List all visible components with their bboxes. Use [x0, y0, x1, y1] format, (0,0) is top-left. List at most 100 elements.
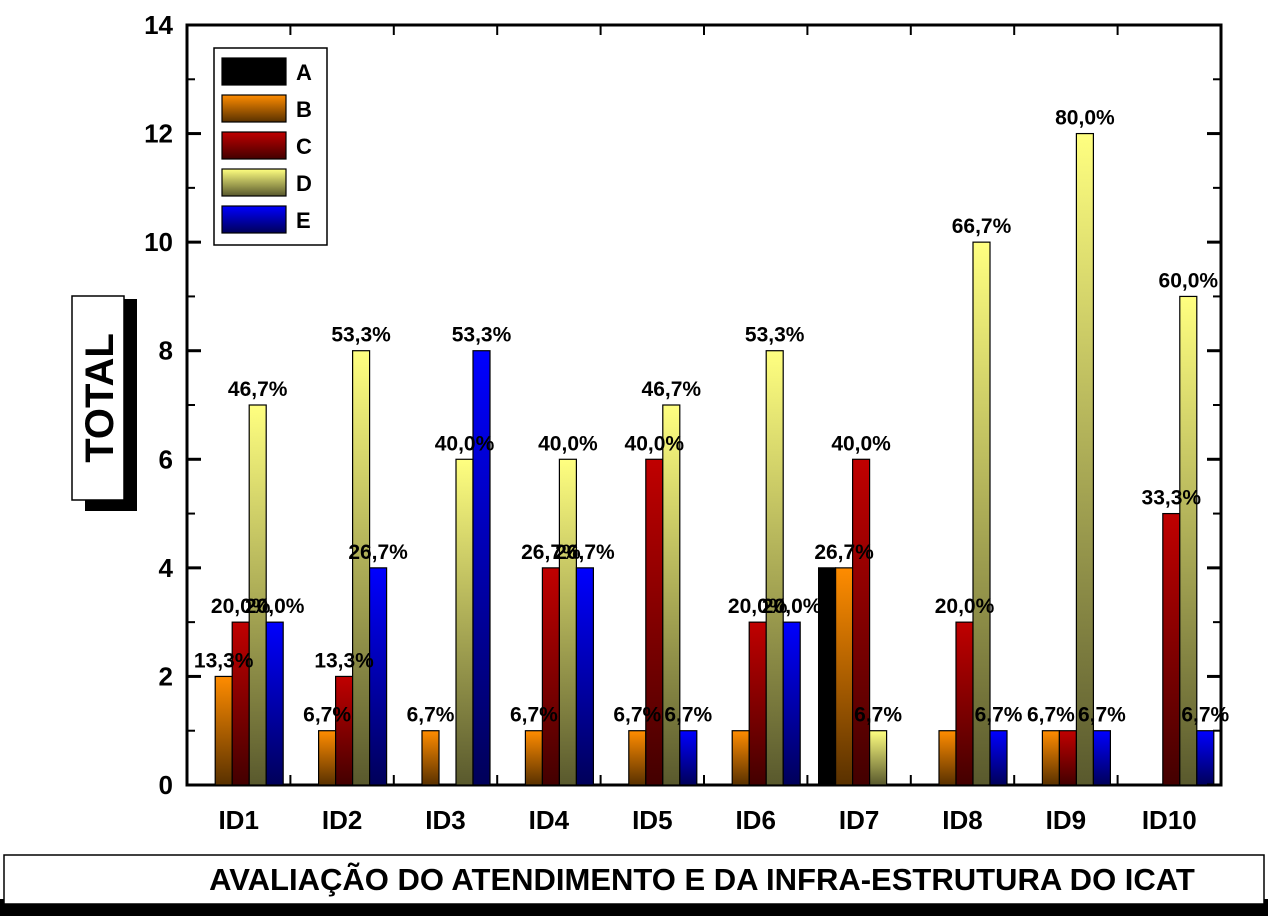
data-label-D-ID5: 46,7%: [642, 378, 702, 401]
data-label-E-ID9: 6,7%: [1078, 704, 1126, 727]
bar-E-ID4: [575, 567, 595, 786]
legend-swatch-A: [221, 57, 287, 86]
legend-swatch-C: [221, 131, 287, 160]
bar-C-ID2: [335, 675, 354, 786]
x-axis-title-box: AVALIAÇÃO DO ATENDIMENTO E DA INFRA-ESTR…: [0, 854, 1268, 916]
bar-D-ID9: [1075, 132, 1095, 786]
data-label-B-ID4: 6,7%: [510, 704, 558, 727]
legend-label-B: B: [296, 97, 312, 122]
x-tick-label-ID9: ID9: [1046, 805, 1086, 835]
bar-C-ID10: [1162, 512, 1181, 786]
data-label-B-ID9: 6,7%: [1027, 704, 1075, 727]
bar-C-ID8: [955, 621, 974, 786]
data-label-D-ID9: 80,0%: [1055, 107, 1115, 130]
x-tick-label-ID8: ID8: [942, 805, 982, 835]
data-label-E-ID8: 6,7%: [975, 704, 1023, 727]
bar-C-ID4: [541, 567, 561, 786]
legend-label-A: A: [296, 60, 312, 85]
legend-swatch-B: [221, 94, 287, 123]
bar-B-ID6: [731, 730, 750, 786]
bar-E-ID10: [1196, 730, 1215, 786]
legend-label-C: C: [296, 134, 312, 159]
data-label-C-ID5: 40,0%: [625, 432, 685, 455]
bar-B-ID4: [524, 730, 544, 786]
data-label-C-ID8: 20,0%: [935, 595, 995, 618]
bars: [214, 132, 1215, 786]
bar-C-ID7: [851, 458, 871, 786]
data-label-D-ID10: 60,0%: [1159, 269, 1219, 292]
y-tick-label: 12: [144, 119, 173, 149]
bar-D-ID3: [455, 458, 474, 786]
y-tick-label: 4: [159, 553, 174, 583]
bar-D-ID6: [765, 350, 784, 786]
bar-C-ID6: [748, 621, 767, 786]
y-tick-label: 14: [144, 10, 173, 40]
bar-C-ID5: [645, 458, 664, 786]
x-tick-label-ID3: ID3: [425, 805, 465, 835]
data-label-B-ID1: 13,3%: [194, 649, 254, 672]
data-label-E-ID6: 20,0%: [762, 595, 822, 618]
y-axis-title-box: TOTAL: [71, 295, 137, 511]
bar-E-ID6: [782, 621, 801, 786]
bar-B-ID1: [214, 675, 233, 786]
bar-B-ID3: [421, 730, 440, 786]
x-axis-title: AVALIAÇÃO DO ATENDIMENTO E DA INFRA-ESTR…: [209, 862, 1195, 897]
bar-C-ID9: [1058, 730, 1078, 786]
data-label-C-ID6: 20,0%: [728, 595, 788, 618]
bar-D-ID7: [868, 730, 888, 786]
data-label-D-ID7: 6,7%: [854, 704, 902, 727]
bar-E-ID2: [369, 567, 388, 786]
data-label-B-ID5: 6,7%: [613, 704, 661, 727]
y-tick-label: 10: [144, 227, 173, 257]
data-label-B-ID3: 6,7%: [407, 704, 455, 727]
data-label-E-ID5: 6,7%: [664, 704, 712, 727]
y-axis-title: TOTAL: [78, 333, 122, 463]
x-tick-label-ID7: ID7: [839, 805, 879, 835]
data-label-E-ID4: 26,7%: [555, 541, 615, 564]
legend-swatch-D: [221, 168, 287, 197]
data-label-C-ID7: 40,0%: [831, 432, 891, 455]
bar-D-ID8: [972, 241, 991, 786]
bar-B-ID5: [628, 730, 647, 786]
data-label-C-ID1: 20,0%: [211, 595, 271, 618]
x-tick-label-ID6: ID6: [735, 805, 775, 835]
data-label-C-ID4: 26,7%: [521, 541, 581, 564]
x-tick-label-ID4: ID4: [529, 805, 570, 835]
bar-E-ID3: [472, 350, 491, 786]
y-tick-label: 8: [159, 336, 173, 366]
bar-D-ID2: [352, 350, 371, 786]
bar-D-ID1: [248, 404, 267, 786]
bar-E-ID8: [989, 730, 1008, 786]
data-label-E-ID1: 20,0%: [245, 595, 305, 618]
y-tick-label: 6: [159, 444, 173, 474]
bar-E-ID5: [679, 730, 698, 786]
bar-D-ID10: [1179, 295, 1198, 786]
x-tick-label-ID1: ID1: [218, 805, 258, 835]
axes: 0 2 4 6 8 10 12 14 ID1 ID2 ID3 ID4 ID5 ID6 ID7 ID8 ID9 ID…: [144, 10, 1222, 835]
data-label-B-ID7: 26,7%: [814, 541, 874, 564]
y-tick-label: 2: [159, 661, 173, 691]
data-label-C-ID2: 13,3%: [314, 649, 374, 672]
data-label-D-ID3: 40,0%: [435, 432, 495, 455]
data-label-E-ID10: 6,7%: [1181, 704, 1229, 727]
bar-C-ID1: [231, 621, 250, 786]
bar-B-ID8: [938, 730, 957, 786]
data-label-C-ID10: 33,3%: [1142, 487, 1202, 510]
bar-B-ID2: [318, 730, 337, 786]
data-label-D-ID1: 46,7%: [228, 378, 288, 401]
bar-B-ID9: [1041, 730, 1061, 786]
legend-label-E: E: [296, 208, 311, 233]
data-label-D-ID4: 40,0%: [538, 432, 598, 455]
data-label-E-ID2: 26,7%: [348, 541, 408, 564]
data-label-E-ID3: 53,3%: [452, 324, 512, 347]
bar-E-ID1: [265, 621, 284, 786]
legend-label-D: D: [296, 171, 312, 196]
bar-B-ID7: [834, 567, 854, 786]
bar-E-ID9: [1092, 730, 1112, 786]
x-tick-label-ID5: ID5: [632, 805, 672, 835]
bar-D-ID5: [662, 404, 681, 786]
data-label-D-ID8: 66,7%: [952, 215, 1012, 238]
data-label-B-ID2: 6,7%: [303, 704, 351, 727]
data-label-D-ID6: 53,3%: [745, 324, 805, 347]
